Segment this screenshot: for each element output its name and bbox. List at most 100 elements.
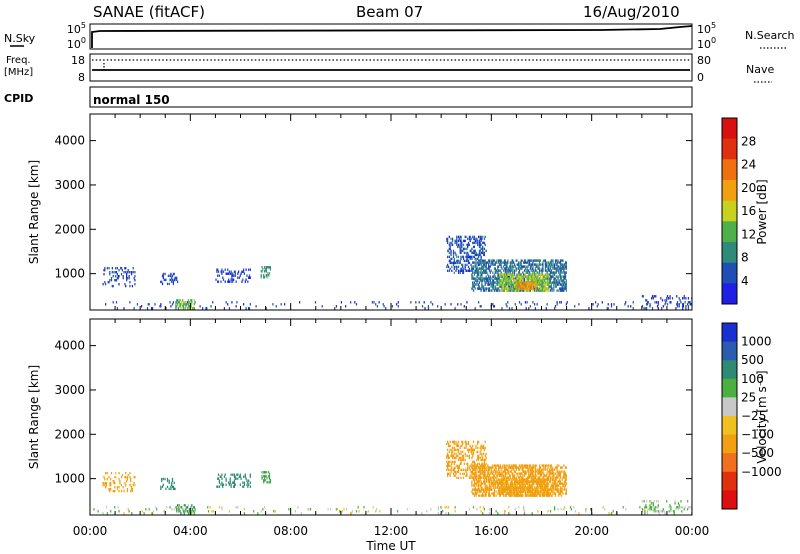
power-cell bbox=[535, 269, 537, 272]
velocity-cell bbox=[649, 500, 651, 503]
power-cell bbox=[564, 263, 566, 266]
velocity-cell bbox=[482, 462, 484, 466]
velocity-cell bbox=[544, 474, 546, 477]
power-cell bbox=[482, 251, 484, 255]
power-cell bbox=[467, 245, 469, 249]
power-cell bbox=[233, 274, 235, 277]
velocity-cell bbox=[548, 474, 550, 477]
power-cell bbox=[513, 281, 516, 284]
power-cell bbox=[462, 247, 465, 251]
power-cell bbox=[504, 259, 506, 262]
power-cell bbox=[452, 251, 455, 255]
power-cell bbox=[508, 281, 511, 284]
velocity-cell bbox=[547, 464, 549, 467]
power-cell bbox=[498, 281, 501, 284]
power-cell bbox=[478, 251, 481, 255]
velocity-cell bbox=[524, 470, 527, 473]
power-cell bbox=[447, 249, 449, 253]
power-cell bbox=[484, 281, 486, 284]
power-cell bbox=[564, 275, 566, 278]
velocity-cell bbox=[110, 472, 113, 475]
power-cell bbox=[508, 265, 511, 268]
power-cell bbox=[529, 259, 532, 262]
power-cell bbox=[485, 271, 487, 274]
velocity-cell bbox=[493, 494, 495, 497]
velocity-cell bbox=[194, 508, 196, 511]
power-cell bbox=[462, 269, 465, 272]
power-cell bbox=[175, 301, 177, 304]
power-cell bbox=[533, 275, 535, 278]
velocity-cell bbox=[459, 458, 461, 462]
power-cell bbox=[516, 275, 518, 278]
velocity-cell bbox=[544, 482, 546, 485]
power-cell bbox=[499, 285, 501, 288]
velocity-cell bbox=[264, 475, 266, 478]
power-cell bbox=[109, 271, 111, 274]
velocity-cell bbox=[554, 480, 557, 483]
power-cell bbox=[537, 281, 539, 284]
power-cell bbox=[476, 237, 478, 241]
velocity-cell bbox=[511, 480, 513, 483]
power-cell bbox=[486, 271, 488, 274]
velocity-cell bbox=[502, 478, 504, 481]
power-cell bbox=[534, 269, 537, 272]
power-cell bbox=[509, 263, 511, 266]
power-cell bbox=[188, 301, 190, 304]
velocity-cell bbox=[559, 472, 562, 475]
velocity-cell bbox=[539, 470, 541, 473]
power-cell bbox=[552, 275, 554, 278]
velocity-cell bbox=[503, 490, 505, 493]
power-cell bbox=[480, 279, 482, 282]
velocity-cell bbox=[375, 510, 377, 513]
power-cell bbox=[651, 295, 654, 298]
velocity-cell bbox=[573, 506, 575, 509]
velocity-cell bbox=[547, 494, 549, 497]
power-cell bbox=[544, 261, 547, 264]
velocity-cell bbox=[527, 478, 529, 481]
power-cell bbox=[532, 287, 534, 290]
velocity-cell bbox=[537, 490, 539, 493]
power-cell bbox=[476, 283, 478, 286]
velocity-cell bbox=[534, 470, 537, 473]
power-cell bbox=[563, 277, 565, 280]
power-cell bbox=[563, 275, 565, 278]
power-cell bbox=[516, 279, 518, 282]
velocity-cell bbox=[499, 494, 501, 497]
power-cell bbox=[229, 272, 231, 275]
velocity-cell bbox=[554, 486, 557, 489]
velocity-cell bbox=[530, 494, 532, 497]
velocity-cell bbox=[249, 475, 251, 478]
power-cell bbox=[564, 267, 566, 270]
power-cell bbox=[472, 285, 474, 288]
velocity-cell bbox=[500, 482, 502, 485]
velocity-cell bbox=[535, 470, 537, 473]
power-cell bbox=[165, 278, 167, 282]
power-cell bbox=[505, 271, 507, 274]
power-cell bbox=[503, 287, 505, 290]
power-cell bbox=[472, 275, 474, 278]
power-cell bbox=[656, 301, 658, 304]
power-cell bbox=[539, 263, 541, 266]
velocity-cell bbox=[532, 490, 534, 493]
power-cell bbox=[528, 279, 530, 282]
power-cell bbox=[488, 265, 490, 268]
velocity-cell bbox=[679, 506, 681, 509]
power-cell bbox=[230, 270, 232, 273]
velocity-cell bbox=[529, 492, 532, 495]
velocity-colorbar-swatch bbox=[722, 323, 737, 343]
power-cell bbox=[459, 261, 461, 265]
power-cell bbox=[610, 303, 613, 306]
velocity-cell bbox=[549, 474, 551, 477]
power-cell bbox=[550, 269, 552, 272]
velocity-cell bbox=[518, 480, 520, 483]
power-cell bbox=[555, 275, 557, 278]
velocity-cell bbox=[263, 477, 266, 480]
velocity-cell bbox=[513, 484, 515, 487]
power-cell bbox=[689, 303, 691, 306]
power-cell bbox=[563, 283, 565, 286]
power-cell bbox=[263, 274, 265, 277]
velocity-cell bbox=[564, 484, 567, 487]
power-cell bbox=[480, 247, 482, 251]
nave-tick-bottom: 0 bbox=[697, 71, 704, 84]
velocity-cell bbox=[522, 468, 524, 471]
